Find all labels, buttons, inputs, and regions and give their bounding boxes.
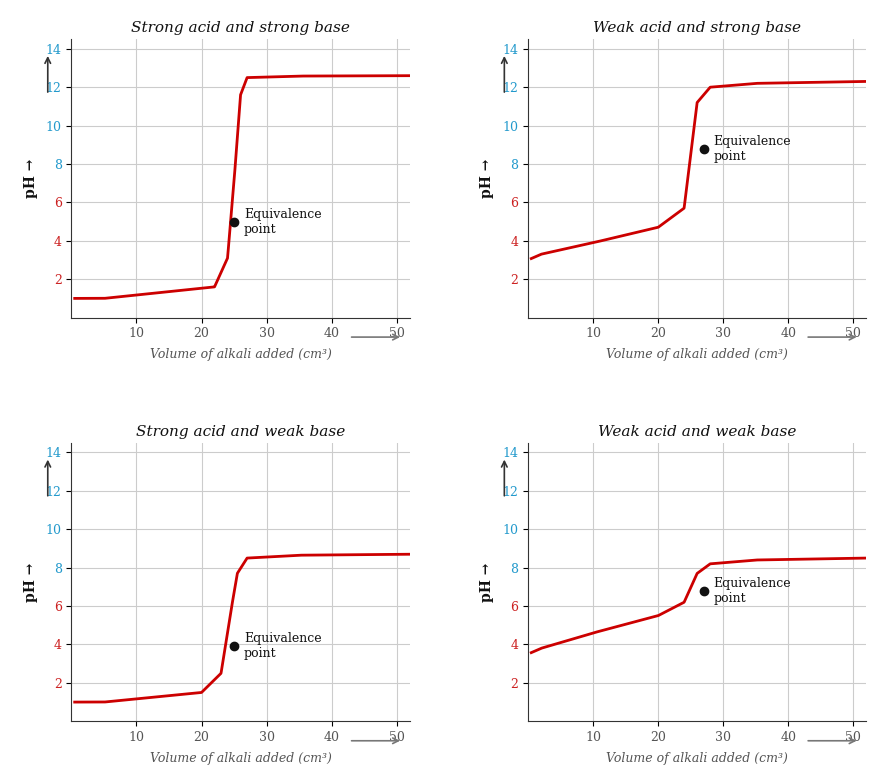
Title: Weak acid and weak base: Weak acid and weak base xyxy=(598,425,797,439)
Text: Volume of alkali added (cm³): Volume of alkali added (cm³) xyxy=(150,752,331,765)
Text: Volume of alkali added (cm³): Volume of alkali added (cm³) xyxy=(606,348,788,361)
Text: Volume of alkali added (cm³): Volume of alkali added (cm³) xyxy=(150,348,331,361)
Text: pH →: pH → xyxy=(480,158,495,198)
Text: Equivalence
point: Equivalence point xyxy=(244,208,321,236)
Title: Strong acid and weak base: Strong acid and weak base xyxy=(136,425,346,439)
Text: pH →: pH → xyxy=(24,562,38,602)
Text: Volume of alkali added (cm³): Volume of alkali added (cm³) xyxy=(606,752,788,765)
Title: Strong acid and strong base: Strong acid and strong base xyxy=(131,21,350,35)
Text: pH →: pH → xyxy=(480,562,495,602)
Text: Equivalence
point: Equivalence point xyxy=(714,135,791,162)
Text: Equivalence
point: Equivalence point xyxy=(244,633,321,660)
Text: Equivalence
point: Equivalence point xyxy=(714,577,791,604)
Text: pH →: pH → xyxy=(24,158,38,198)
Title: Weak acid and strong base: Weak acid and strong base xyxy=(593,21,801,35)
